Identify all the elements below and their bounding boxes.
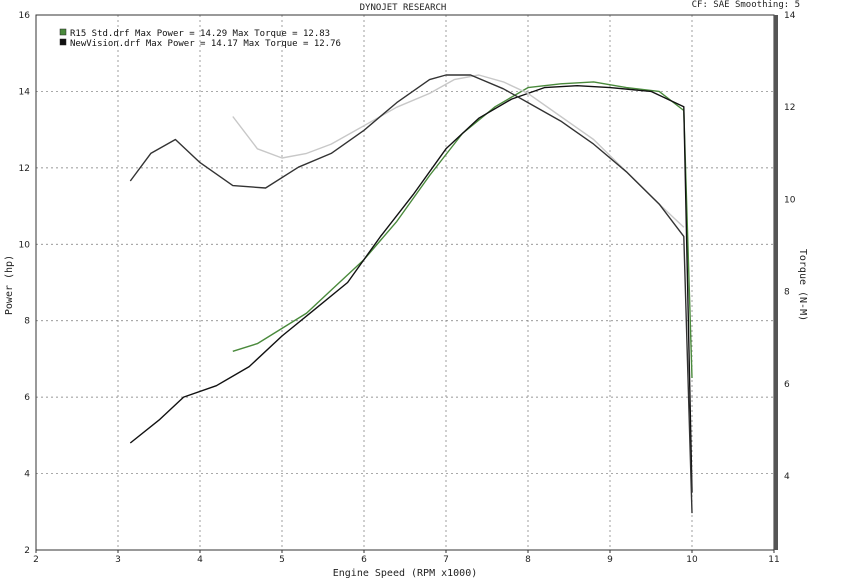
y-left-tick-label: 14 xyxy=(19,87,31,97)
dyno-settings: CF: SAE Smoothing: 5 xyxy=(692,0,800,10)
x-tick-label: 8 xyxy=(525,555,531,565)
x-tick-label: 7 xyxy=(443,555,449,565)
legend-swatch xyxy=(59,38,67,46)
y-axis-label-left: Power (hp) xyxy=(4,255,15,315)
legend-swatch xyxy=(59,28,67,36)
series-lines xyxy=(129,74,693,514)
x-tick-label: 6 xyxy=(361,555,367,565)
x-tick-label: 10 xyxy=(686,555,698,565)
y-left-tick-label: 12 xyxy=(19,164,30,174)
x-axis-label: Engine Speed (RPM x1000) xyxy=(333,568,478,578)
y-left-tick-label: 10 xyxy=(19,240,31,250)
y-right-tick-label: 10 xyxy=(784,195,796,205)
legend-entry: R15 Std.drf Max Power = 14.29 Max Torque… xyxy=(70,29,330,39)
y-right-tick-label: 4 xyxy=(784,472,790,482)
y-right-tick-label: 6 xyxy=(784,380,790,390)
y-left-tick-label: 8 xyxy=(24,317,30,327)
series-line-4 xyxy=(129,74,693,514)
x-tick-label: 5 xyxy=(279,555,285,565)
y-left-tick-label: 6 xyxy=(24,393,30,403)
y-right-tick-label: 12 xyxy=(784,103,795,113)
y-left-tick-label: 16 xyxy=(19,11,31,21)
series-line-2 xyxy=(129,84,693,493)
legend-entry: NewVision.drf Max Power = 14.17 Max Torq… xyxy=(70,39,341,49)
y-axis-label-right: Torque (N-M) xyxy=(797,249,808,321)
x-tick-label: 3 xyxy=(115,555,121,565)
x-tick-label: 4 xyxy=(197,555,203,565)
series-line-3 xyxy=(232,74,685,228)
y-left-tick-label: 2 xyxy=(24,546,30,556)
x-tick-label: 11 xyxy=(768,555,779,565)
right-axis-bar xyxy=(774,15,778,550)
x-tick-label: 2 xyxy=(33,555,39,565)
y-right-tick-label: 14 xyxy=(784,11,796,21)
legend: R15 Std.drf Max Power = 14.29 Max Torque… xyxy=(59,28,341,49)
y-left-tick-label: 4 xyxy=(24,470,30,480)
tick-labels: 2 3 4 5 6 7 8 9 10 11 2 4 6 8 10 12 14 16 4 6 8 10 12 14 xyxy=(19,11,796,565)
y-right-tick-label: 8 xyxy=(784,288,790,298)
x-tick-label: 9 xyxy=(607,555,613,565)
chart-title: DYNOJET RESEARCH xyxy=(360,3,447,13)
